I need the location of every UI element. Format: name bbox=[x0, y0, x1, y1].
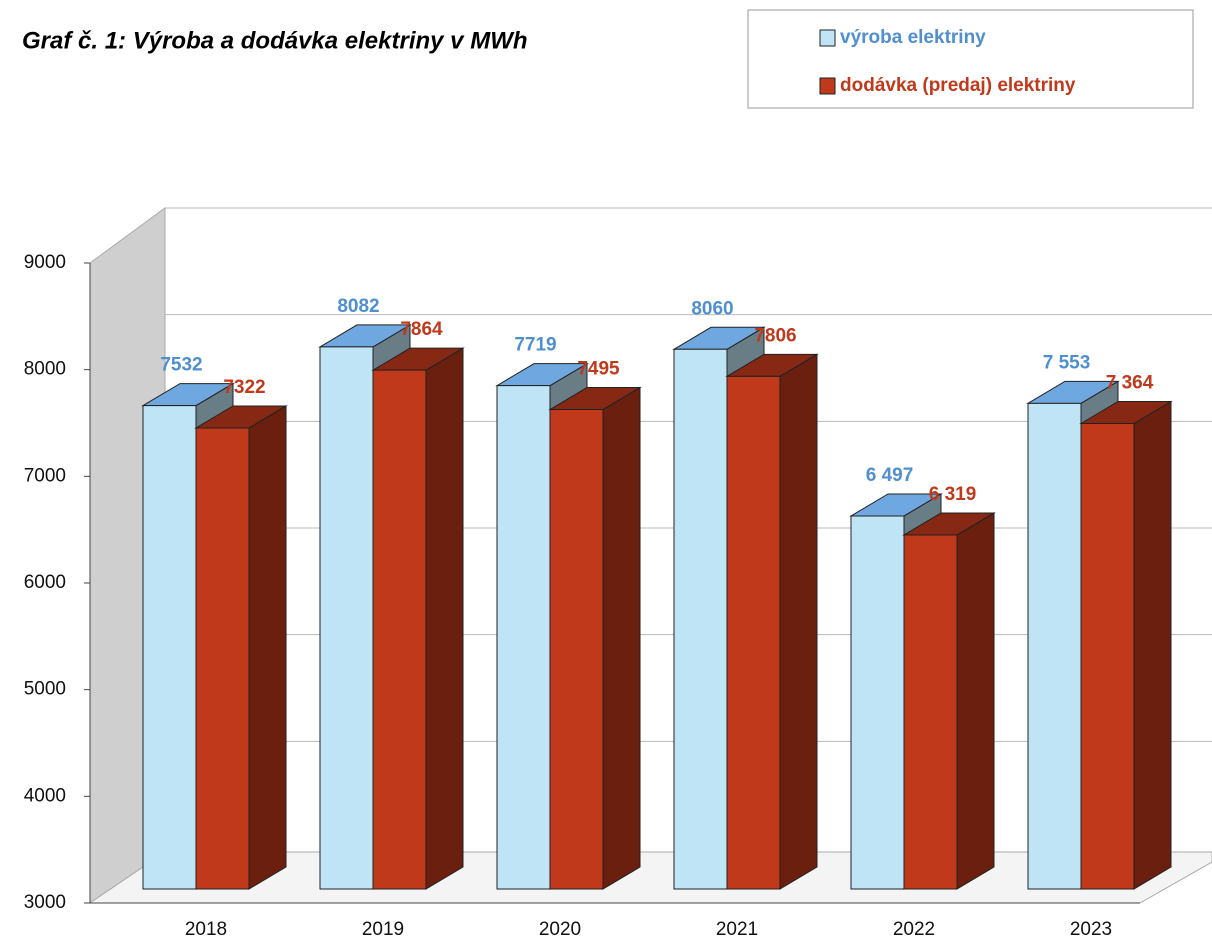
value-label: 8082 bbox=[337, 296, 379, 317]
legend-swatch bbox=[819, 29, 836, 47]
y-tick-label: 9000 bbox=[24, 252, 66, 273]
bar-front bbox=[372, 369, 427, 890]
y-tick-label: 4000 bbox=[24, 785, 66, 806]
value-label: 7322 bbox=[223, 377, 265, 398]
value-label: 7864 bbox=[400, 319, 443, 340]
legend-label: výroba elektriny bbox=[840, 27, 986, 48]
bar-front bbox=[549, 409, 604, 890]
bar bbox=[902, 512, 996, 890]
x-tick-label: 2019 bbox=[362, 919, 404, 940]
bar-side bbox=[779, 353, 818, 890]
bar-front bbox=[195, 427, 250, 890]
bar-front bbox=[673, 348, 728, 890]
bar-side bbox=[602, 386, 641, 890]
y-tick-label: 3000 bbox=[24, 892, 66, 913]
value-label: 7806 bbox=[754, 325, 796, 346]
bar bbox=[194, 405, 288, 890]
bar-side bbox=[1133, 400, 1172, 890]
value-label: 8060 bbox=[691, 298, 733, 319]
y-tick-label: 6000 bbox=[24, 572, 66, 593]
bar-front bbox=[726, 375, 781, 890]
bar-side bbox=[956, 512, 995, 890]
legend-label: dodávka (predaj) elektriny bbox=[840, 75, 1076, 96]
x-tick-label: 2018 bbox=[185, 919, 227, 940]
chart-title: Graf č. 1: Výroba a dodávka elektriny v … bbox=[22, 27, 528, 54]
bar-front bbox=[1027, 402, 1082, 890]
bar bbox=[371, 347, 465, 890]
bar-side bbox=[425, 347, 464, 890]
value-label: 7532 bbox=[160, 355, 202, 376]
value-label: 7495 bbox=[577, 359, 620, 380]
x-tick-label: 2022 bbox=[893, 919, 935, 940]
bar bbox=[548, 386, 642, 890]
value-label: 7 553 bbox=[1043, 352, 1091, 373]
bar-front bbox=[903, 534, 958, 890]
x-tick-label: 2023 bbox=[1070, 919, 1112, 940]
value-label: 7719 bbox=[514, 335, 556, 356]
y-tick-label: 8000 bbox=[24, 359, 66, 380]
bar-front bbox=[496, 385, 551, 890]
x-tick-label: 2021 bbox=[716, 919, 758, 940]
x-tick-label: 2020 bbox=[539, 919, 581, 940]
value-label: 7 364 bbox=[1106, 373, 1154, 394]
y-tick-label: 7000 bbox=[24, 465, 66, 486]
bar-side bbox=[248, 405, 287, 890]
bar bbox=[725, 353, 819, 890]
value-label: 6 319 bbox=[929, 484, 977, 505]
bar-front bbox=[1080, 423, 1135, 890]
legend-swatch bbox=[819, 77, 836, 95]
bar-front bbox=[142, 405, 197, 890]
bar-front bbox=[850, 515, 905, 890]
bar-front bbox=[319, 346, 374, 890]
value-label: 6 497 bbox=[866, 465, 914, 486]
y-tick-label: 5000 bbox=[24, 679, 66, 700]
bar bbox=[1079, 400, 1173, 890]
